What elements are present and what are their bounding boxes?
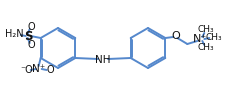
Text: CH₃: CH₃ <box>205 34 222 42</box>
Text: O: O <box>47 65 54 75</box>
Text: CH₃: CH₃ <box>197 42 214 52</box>
Text: NH: NH <box>95 55 111 65</box>
Text: ⁻O: ⁻O <box>20 65 33 75</box>
Text: O: O <box>171 31 180 41</box>
Text: S: S <box>25 30 33 42</box>
Text: O: O <box>28 22 36 32</box>
Text: N⁺: N⁺ <box>32 64 45 74</box>
Text: H₂N: H₂N <box>5 29 24 39</box>
Text: N⁺: N⁺ <box>193 34 207 44</box>
Text: CH₃: CH₃ <box>197 26 214 34</box>
Text: O: O <box>28 40 36 50</box>
